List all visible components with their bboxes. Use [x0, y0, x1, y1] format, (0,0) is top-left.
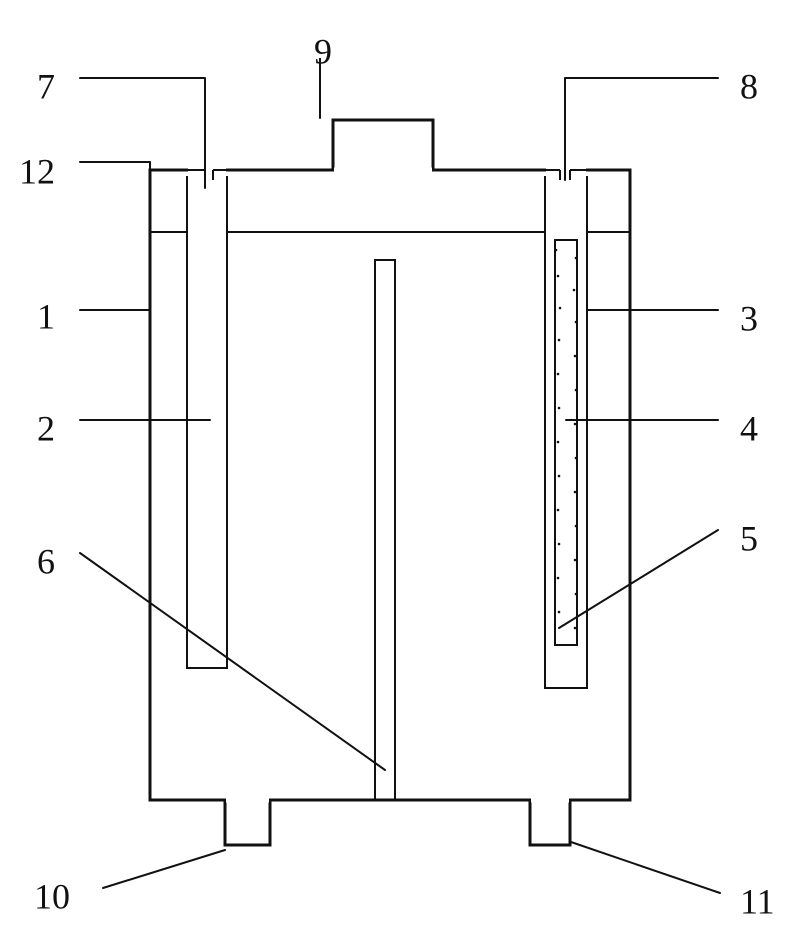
leader-6	[80, 553, 385, 770]
right-tube-dots	[555, 249, 578, 630]
center-rod	[375, 260, 395, 800]
outer-housing	[150, 170, 630, 800]
right-outer-tube	[545, 176, 587, 688]
label-2: 2	[37, 408, 55, 448]
label-3: 3	[740, 298, 758, 338]
top-port	[333, 120, 433, 170]
label-6: 6	[37, 541, 55, 581]
label-9: 9	[314, 31, 332, 71]
label-12: 12	[19, 151, 55, 191]
label-10: 10	[34, 876, 70, 916]
label-4: 4	[740, 408, 758, 448]
leader-11	[571, 842, 720, 893]
label-7: 7	[37, 66, 55, 106]
leader-lines	[80, 62, 720, 893]
label-5: 5	[740, 518, 758, 558]
label-8: 8	[740, 66, 758, 106]
leader-5	[559, 530, 718, 628]
leader-8	[565, 78, 718, 180]
label-11: 11	[740, 881, 775, 921]
leader-12	[80, 162, 150, 170]
leader-10	[103, 850, 225, 888]
bottom-right-port	[530, 800, 570, 845]
label-1: 1	[37, 296, 55, 336]
bottom-left-port	[225, 800, 270, 845]
left-electrode	[187, 176, 227, 668]
